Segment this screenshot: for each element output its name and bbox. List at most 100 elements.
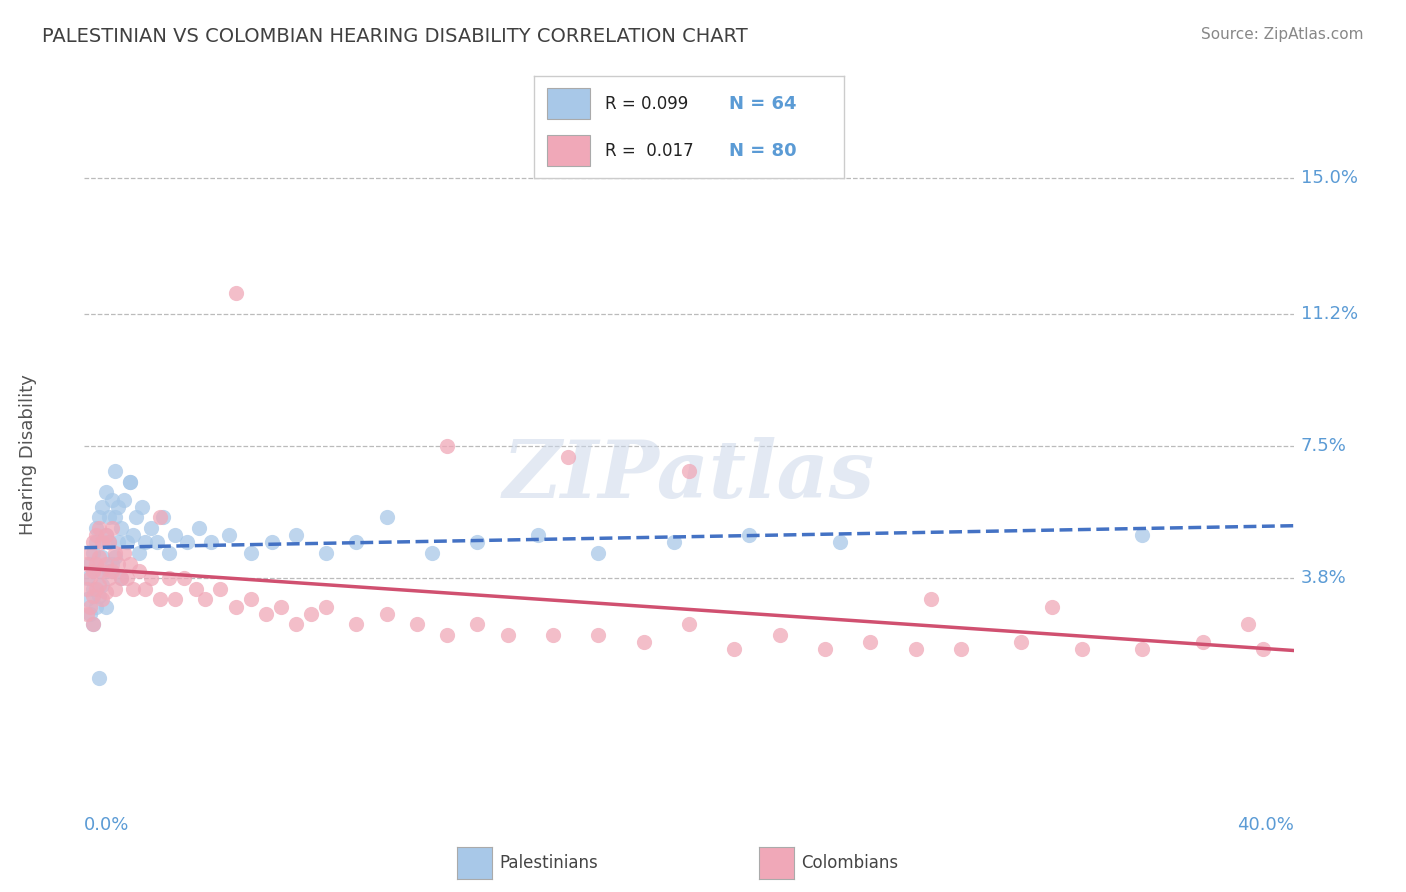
Text: 0.0%: 0.0% xyxy=(84,816,129,834)
Point xyxy=(436,439,458,453)
Point xyxy=(662,535,685,549)
Point xyxy=(467,535,489,549)
Point xyxy=(239,546,262,560)
Point xyxy=(633,635,655,649)
Point xyxy=(904,642,927,657)
Point xyxy=(76,592,98,607)
Point xyxy=(1251,642,1274,657)
Point xyxy=(131,500,153,514)
Point xyxy=(104,510,127,524)
Point xyxy=(125,510,148,524)
Point xyxy=(541,628,564,642)
Point xyxy=(188,521,211,535)
Point xyxy=(97,535,120,549)
Point xyxy=(112,546,135,560)
Text: R = 0.099: R = 0.099 xyxy=(606,95,689,112)
Point xyxy=(526,528,548,542)
Point xyxy=(769,628,792,642)
Point xyxy=(104,582,127,596)
Point xyxy=(859,635,882,649)
Point xyxy=(89,564,111,578)
Point xyxy=(97,571,120,585)
Point xyxy=(91,500,114,514)
Point xyxy=(76,571,98,585)
Point xyxy=(89,589,111,603)
Point xyxy=(82,546,104,560)
Point xyxy=(194,592,217,607)
Text: 40.0%: 40.0% xyxy=(1237,816,1294,834)
Text: 15.0%: 15.0% xyxy=(1301,169,1358,187)
FancyBboxPatch shape xyxy=(547,136,591,166)
Point xyxy=(118,475,141,489)
Text: ZIPatlas: ZIPatlas xyxy=(503,437,875,515)
Text: 11.2%: 11.2% xyxy=(1301,305,1358,323)
Point xyxy=(134,582,156,596)
Point xyxy=(146,535,169,549)
Point xyxy=(91,549,114,564)
Point xyxy=(104,549,127,564)
Point xyxy=(82,564,104,578)
Point xyxy=(76,557,98,571)
Point xyxy=(209,582,232,596)
Point xyxy=(239,592,262,607)
Point xyxy=(86,599,108,614)
Point xyxy=(89,549,111,564)
Point xyxy=(225,599,247,614)
Point xyxy=(100,564,122,578)
Point xyxy=(82,535,104,549)
Point xyxy=(121,582,143,596)
Point xyxy=(149,510,172,524)
Point xyxy=(157,571,180,585)
Point xyxy=(139,571,162,585)
Point xyxy=(152,510,174,524)
Text: Palestinians: Palestinians xyxy=(499,854,598,872)
Point xyxy=(110,571,132,585)
Point xyxy=(100,557,122,571)
Point xyxy=(436,628,458,642)
Point xyxy=(94,528,117,542)
Point xyxy=(588,546,610,560)
Point xyxy=(1130,528,1153,542)
Text: 3.8%: 3.8% xyxy=(1301,569,1347,587)
Point xyxy=(173,571,195,585)
Point xyxy=(79,546,101,560)
Point xyxy=(94,599,117,614)
Point xyxy=(200,535,222,549)
Point xyxy=(346,617,368,632)
Point xyxy=(496,628,519,642)
Point xyxy=(678,464,700,478)
Point xyxy=(260,535,283,549)
Point xyxy=(118,475,141,489)
Point xyxy=(118,557,141,571)
Point xyxy=(110,521,132,535)
Point xyxy=(157,546,180,560)
Point xyxy=(89,521,111,535)
Point xyxy=(467,617,489,632)
Point xyxy=(128,564,150,578)
Point xyxy=(163,528,186,542)
Point xyxy=(91,592,114,607)
Point xyxy=(100,521,122,535)
Point xyxy=(94,585,117,599)
Point xyxy=(79,599,101,614)
Point xyxy=(128,546,150,560)
Point xyxy=(920,592,942,607)
Point xyxy=(134,535,156,549)
Point xyxy=(97,564,120,578)
Point xyxy=(89,578,111,592)
Point xyxy=(86,528,108,542)
Text: N = 80: N = 80 xyxy=(730,142,797,160)
Point xyxy=(104,546,127,560)
Point xyxy=(79,557,101,571)
Point xyxy=(284,528,308,542)
Point xyxy=(299,607,322,621)
Point xyxy=(115,535,138,549)
Point xyxy=(97,535,120,549)
Point xyxy=(315,546,337,560)
Point xyxy=(107,535,129,549)
Point xyxy=(139,521,162,535)
Text: PALESTINIAN VS COLOMBIAN HEARING DISABILITY CORRELATION CHART: PALESTINIAN VS COLOMBIAN HEARING DISABIL… xyxy=(42,27,748,45)
Point xyxy=(76,582,98,596)
Point xyxy=(814,642,837,657)
Text: 7.5%: 7.5% xyxy=(1301,437,1347,455)
